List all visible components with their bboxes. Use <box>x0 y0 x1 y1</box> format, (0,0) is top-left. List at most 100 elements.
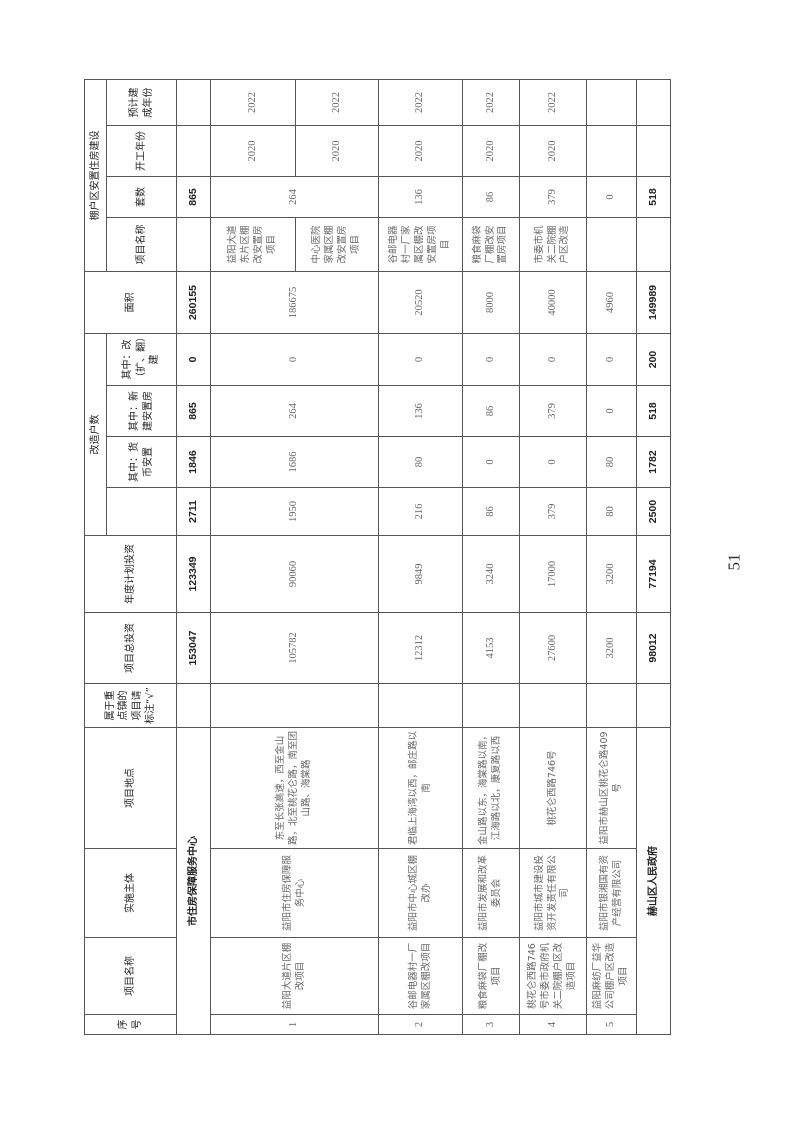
header-housing-name: 项目名称 <box>106 217 177 272</box>
project-name-cell: 益阳大道片区棚改项目 <box>210 937 379 1015</box>
housing-name-cell <box>636 217 671 272</box>
households-new-cell: 0 <box>586 385 637 437</box>
households-cash-cell: 0 <box>462 436 520 488</box>
housing-name-cell: 市委市机关二院棚户区改造 <box>519 217 587 272</box>
total-investment-cell: 3200 <box>586 612 637 684</box>
housing-finish-cell: 2022 <box>295 79 379 126</box>
housing-start-cell: 2020 <box>210 125 296 177</box>
header-households-rebuild: 其中：改（扩、翻）建 <box>106 333 177 386</box>
entity-cell: 益阳市城市建设投资开发责任有限公司 <box>519 848 587 938</box>
housing-finish-cell <box>586 79 637 126</box>
table-body: 市住房保障服务中心 153047 123349 2711 1846 865 0 260155 8… <box>176 79 671 1035</box>
key-town-cell <box>210 683 379 728</box>
total-row: 赫山区人民政府 98012 77194 2500 1782 518 200 149989 518 <box>636 79 671 1035</box>
page-number: 51 <box>724 553 744 571</box>
housing-name-cell: 粮食麻袋厂棚改安置房项目 <box>462 217 520 272</box>
housing-units-cell: 264 <box>210 176 379 218</box>
households-total-cell: 2711 <box>176 487 211 536</box>
header-no: 序号 <box>84 1014 177 1035</box>
area-cell: 20520 <box>378 271 463 334</box>
housing-start-cell <box>636 125 671 177</box>
households-cash-cell: 0 <box>519 436 587 488</box>
housing-name-cell: 中心医院家属区棚改安置房项目 <box>295 217 379 272</box>
table-row: 4 桃花仑西路746号市委市政府机关二院棚户区改造项目 益阳市城市建设投资开发责任有… <box>519 79 587 1035</box>
subtotal-row: 市住房保障服务中心 153047 123349 2711 1846 865 0 260155 8… <box>176 79 211 1035</box>
households-cash-cell: 1846 <box>176 436 211 488</box>
households-rebuild-cell: 0 <box>378 333 463 386</box>
total-investment-cell: 153047 <box>176 612 211 684</box>
row-label: 赫山区人民政府 <box>636 727 671 1035</box>
location-cell: 君临上海湾以西，邮庄路以南 <box>378 727 463 849</box>
housing-name-cell <box>586 217 637 272</box>
housing-start-cell: 2020 <box>462 125 520 177</box>
total-investment-cell: 4153 <box>462 612 520 684</box>
header-total-investment: 项目总投资 <box>84 612 177 684</box>
location-cell: 东至长张高速，西至金山路，北至桃花仑路，南至团山路、海棠路 <box>210 727 379 849</box>
housing-finish-cell <box>636 79 671 126</box>
households-rebuild-cell: 0 <box>519 333 587 386</box>
households-rebuild-cell: 0 <box>210 333 379 386</box>
households-rebuild-cell: 0 <box>462 333 520 386</box>
total-investment-cell: 27600 <box>519 612 587 684</box>
housing-units-cell: 379 <box>519 176 587 218</box>
housing-name-cell: 谷邮电器村一厂家属区棚改安置房项目 <box>378 217 463 272</box>
households-cash-cell: 80 <box>586 436 637 488</box>
housing-start-cell: 2020 <box>378 125 463 177</box>
row-label: 市住房保障服务中心 <box>176 727 211 1035</box>
header-households-cash: 其中：货币安置 <box>106 436 177 488</box>
housing-finish-cell: 2022 <box>210 79 296 126</box>
area-cell: 260155 <box>176 271 211 334</box>
header-annual-investment: 年度计划投资 <box>84 535 177 613</box>
header-housing-start: 开工年份 <box>106 125 177 177</box>
households-total-cell: 86 <box>462 487 520 536</box>
entity-cell: 益阳市中心城区棚改办 <box>378 848 463 938</box>
no-cell: 5 <box>586 1014 637 1035</box>
header-households-new: 其中：新建安置房 <box>106 385 177 437</box>
households-new-cell: 136 <box>378 385 463 437</box>
households-total-cell: 1950 <box>210 487 379 536</box>
no-cell: 2 <box>378 1014 463 1035</box>
no-cell: 4 <box>519 1014 587 1035</box>
housing-units-cell: 518 <box>636 176 671 218</box>
header-households-group: 改造户数 <box>84 333 107 536</box>
households-cash-cell: 80 <box>378 436 463 488</box>
location-cell: 益阳市赫山区桃花仑路409号 <box>586 727 637 849</box>
key-town-cell <box>586 683 637 728</box>
annual-investment-cell: 3200 <box>586 535 637 613</box>
housing-start-cell <box>586 125 637 177</box>
housing-units-cell: 136 <box>378 176 463 218</box>
table-row: 2 谷邮电器村一厂家属区棚改项目 益阳市中心城区棚改办 君临上海湾以西，邮庄路以南 12… <box>378 79 463 1035</box>
housing-units-cell: 0 <box>586 176 637 218</box>
housing-finish-cell: 2022 <box>462 79 520 126</box>
project-name-cell: 谷邮电器村一厂家属区棚改项目 <box>378 937 463 1015</box>
households-total-cell: 80 <box>586 487 637 536</box>
header-households-total <box>106 487 177 536</box>
entity-cell: 益阳市住房保障服务中心 <box>210 848 379 938</box>
header-housing-group: 棚户区安置住房建设 <box>84 79 107 272</box>
housing-units-cell: 865 <box>176 176 211 218</box>
households-total-cell: 216 <box>378 487 463 536</box>
housing-name-cell: 益阳大道东片区棚改安置房项目 <box>210 217 296 272</box>
key-town-cell <box>462 683 520 728</box>
header-housing-units: 套数 <box>106 176 177 218</box>
header-key-town: 属于重点镇的项目请标注“√” <box>84 683 177 728</box>
annual-investment-cell: 90060 <box>210 535 379 613</box>
households-new-cell: 86 <box>462 385 520 437</box>
total-investment-cell: 98012 <box>636 612 671 684</box>
housing-name-cell <box>176 217 211 272</box>
housing-finish-cell: 2022 <box>519 79 587 126</box>
header-row-1: 序号 项目名称 实施主体 项目地点 属于重点镇的项目请标注“√” 项目总投资 年… <box>84 79 177 1035</box>
households-cash-cell: 1782 <box>636 436 671 488</box>
annual-investment-cell: 123349 <box>176 535 211 613</box>
project-name-cell: 益阳麻纺厂益华公司棚户区改造项目 <box>586 937 637 1015</box>
header-project-name: 项目名称 <box>84 937 177 1015</box>
housing-units-cell: 86 <box>462 176 520 218</box>
key-town-cell <box>378 683 463 728</box>
area-cell: 40000 <box>519 271 587 334</box>
households-rebuild-cell: 200 <box>636 333 671 386</box>
header-housing-finish: 预计建成年份 <box>106 79 177 126</box>
header-location: 项目地点 <box>84 727 177 849</box>
housing-start-cell <box>176 125 211 177</box>
table-row: 3 粮食麻袋厂棚改项目 益阳市发展和改革委员会 金山路以东，海棠路以南，江海路以北，康… <box>462 79 520 1035</box>
annual-investment-cell: 3240 <box>462 535 520 613</box>
